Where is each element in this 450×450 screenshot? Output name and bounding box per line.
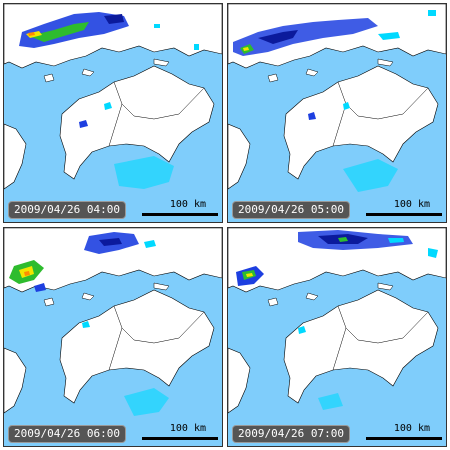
scale-bar: 100 km bbox=[142, 199, 218, 218]
map-0600 bbox=[4, 228, 222, 446]
scale-label: 100 km bbox=[169, 199, 206, 210]
precip-0400 bbox=[19, 12, 199, 189]
timestamp-label: 2009/04/26 05:00 bbox=[232, 201, 350, 219]
scale-bar-line bbox=[366, 213, 442, 216]
scale-bar-line bbox=[366, 437, 442, 440]
timestamp-label: 2009/04/26 04:00 bbox=[8, 201, 126, 219]
map-0700 bbox=[228, 228, 446, 446]
timestamp-label: 2009/04/26 07:00 bbox=[232, 425, 350, 443]
precip-0700 bbox=[236, 230, 438, 410]
radar-panel-0700[interactable]: 2009/04/26 07:00 100 km bbox=[227, 227, 447, 447]
precip-0500 bbox=[233, 10, 436, 192]
scale-label: 100 km bbox=[393, 199, 430, 210]
radar-panel-0400[interactable]: 2009/04/26 04:00 100 km bbox=[3, 3, 223, 223]
scale-bar-line bbox=[142, 437, 218, 440]
radar-panel-0500[interactable]: 2009/04/26 05:00 100 km bbox=[227, 3, 447, 223]
map-0400 bbox=[4, 4, 222, 222]
scale-label: 100 km bbox=[393, 423, 430, 434]
radar-panel-0600[interactable]: 2009/04/26 06:00 100 km bbox=[3, 227, 223, 447]
scale-bar: 100 km bbox=[366, 423, 442, 442]
timestamp-label: 2009/04/26 06:00 bbox=[8, 425, 126, 443]
scale-bar: 100 km bbox=[142, 423, 218, 442]
scale-bar: 100 km bbox=[366, 199, 442, 218]
scale-label: 100 km bbox=[169, 423, 206, 434]
precip-0600 bbox=[9, 232, 169, 416]
scale-bar-line bbox=[142, 213, 218, 216]
map-0500 bbox=[228, 4, 446, 222]
